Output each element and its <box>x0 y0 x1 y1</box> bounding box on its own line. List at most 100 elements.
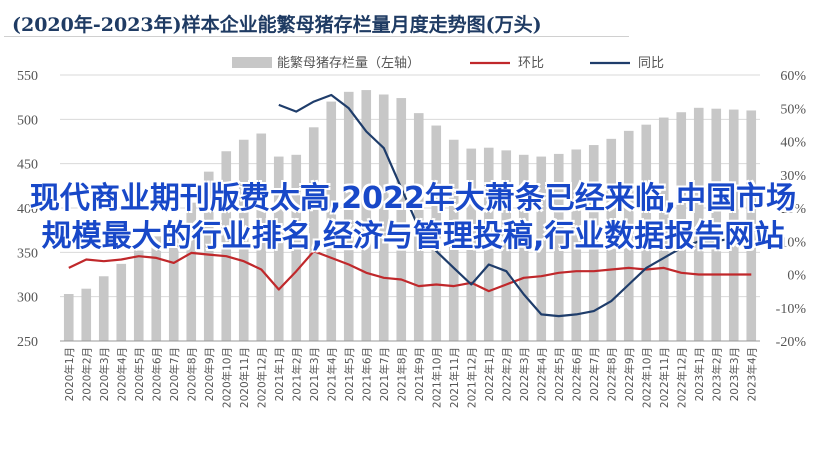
bar <box>518 154 529 341</box>
bar <box>238 139 249 341</box>
x-tick-label: 2020年5月 <box>133 347 146 401</box>
y-right-tick-label: 40% <box>780 136 806 151</box>
x-tick-label: 2020年1月 <box>63 347 76 401</box>
bar <box>326 101 337 341</box>
bar <box>308 127 319 342</box>
x-tick-label: 2023年1月 <box>693 347 706 401</box>
bar <box>728 109 739 341</box>
bar <box>256 133 267 341</box>
legend-swatch-bar <box>232 57 272 68</box>
x-tick-label: 2021年7月 <box>378 347 391 401</box>
legend-label-tongbi: 同比 <box>638 56 664 71</box>
x-tick-label: 2022年8月 <box>605 347 618 401</box>
title-box: (2020年-2023年)样本企业能繁母猪存栏量月度走势图(万头) <box>4 5 629 37</box>
bar <box>63 294 74 341</box>
x-tick-label: 2021年9月 <box>413 347 426 401</box>
y-right-tick-label: 60% <box>780 69 806 84</box>
x-tick-label: 2021年11月 <box>448 347 461 408</box>
x-tick-label: 2020年9月 <box>203 347 216 401</box>
bar <box>291 154 302 341</box>
y-left-tick-label: 250 <box>17 335 38 350</box>
y-left-tick-label: 450 <box>17 158 38 173</box>
y-right-tick-label: 20% <box>780 202 806 217</box>
legend-label-bar: 能繁母猪存栏量（左轴） <box>277 55 420 71</box>
chart-title: (2020年-2023年)样本企业能繁母猪存栏量月度走势图(万头) <box>12 14 542 36</box>
x-tick-label: 2021年6月 <box>360 347 373 401</box>
bar <box>641 124 652 341</box>
bar <box>186 202 197 341</box>
x-tick-label: 2022年5月 <box>553 347 566 401</box>
bar <box>273 156 284 341</box>
x-tick-label: 2022年1月 <box>483 347 496 401</box>
tongbi-series-line <box>278 93 752 318</box>
x-tick-label: 2022年2月 <box>500 347 513 401</box>
bar <box>343 91 354 341</box>
y-left-tick-label: 350 <box>17 246 38 261</box>
bar <box>693 107 704 341</box>
x-tick-label: 2020年8月 <box>185 347 198 401</box>
legend: 能繁母猪存栏量（左轴） 环比 同比 <box>232 55 664 71</box>
x-tick-label: 2023年2月 <box>710 347 723 401</box>
bar <box>151 236 162 341</box>
x-tick-label: 2023年4月 <box>745 347 758 401</box>
bar <box>658 117 669 341</box>
x-tick-label: 2021年8月 <box>395 347 408 401</box>
bar <box>431 125 442 341</box>
bar <box>676 112 687 342</box>
y-right-tick-label: -10% <box>776 302 807 317</box>
x-tick-label: 2020年3月 <box>98 347 111 401</box>
bar <box>711 108 722 342</box>
bar <box>483 147 494 341</box>
x-tick-label: 2021年2月 <box>290 347 303 401</box>
x-tick-label: 2022年3月 <box>518 347 531 401</box>
y-right-tick-label: 50% <box>780 102 806 117</box>
x-tick-label: 2022年10月 <box>640 347 653 408</box>
x-tick-label: 2022年11月 <box>658 347 671 408</box>
x-tick-label: 2020年7月 <box>168 347 181 401</box>
y-left-tick-label: 400 <box>17 202 38 217</box>
x-tick-label: 2021年1月 <box>273 347 286 401</box>
x-tick-label: 2022年4月 <box>535 347 548 401</box>
bar <box>553 153 564 341</box>
y-left-tick-label: 500 <box>17 113 38 128</box>
x-tick-label: 2021年5月 <box>343 347 356 401</box>
bar <box>466 148 477 341</box>
bar <box>133 250 144 341</box>
y-right-tick-label: -20% <box>776 335 807 350</box>
bar <box>606 138 617 341</box>
x-tick-label: 2020年12月 <box>255 347 268 408</box>
bar <box>168 223 179 341</box>
y-right-tick-label: 10% <box>780 235 806 250</box>
x-tick-label: 2022年6月 <box>570 347 583 401</box>
bar <box>98 276 109 341</box>
bar <box>81 288 92 341</box>
y-right-tick-label: 30% <box>780 169 806 184</box>
x-tick-label: 2021年12月 <box>465 347 478 408</box>
x-tick-label: 2020年6月 <box>150 347 163 401</box>
huanbi-series-line <box>68 250 752 293</box>
legend-label-huanbi: 环比 <box>518 56 544 71</box>
bar <box>396 98 407 341</box>
y-left-tick-label: 300 <box>17 291 38 306</box>
x-tick-label: 2023年3月 <box>728 347 741 401</box>
x-tick-label: 2022年7月 <box>588 347 601 401</box>
bar <box>448 139 459 341</box>
y-right-tick-label: 0% <box>787 269 806 284</box>
x-tick-label: 2021年3月 <box>308 347 321 401</box>
x-tick-label: 2022年12月 <box>675 347 688 408</box>
bar <box>116 263 127 341</box>
bar <box>588 145 599 341</box>
overlay-watermark-text[interactable]: 现代商业期刊版费太高,2022年大萧条已经来临,中国市场规模最大的行业排名,经济… <box>29 181 797 254</box>
bar <box>623 130 634 341</box>
x-tick-label: 2022年9月 <box>623 347 636 401</box>
x-tick-label: 2020年10月 <box>220 347 233 408</box>
x-tick-label: 2021年4月 <box>325 347 338 401</box>
bar <box>221 151 232 341</box>
y-left-tick-label: 550 <box>17 69 38 84</box>
x-tick-label: 2020年2月 <box>80 347 93 401</box>
bar <box>378 94 389 341</box>
x-tick-label: 2020年4月 <box>115 347 128 401</box>
bar <box>536 156 547 341</box>
x-tick-label: 2020年11月 <box>238 347 251 408</box>
